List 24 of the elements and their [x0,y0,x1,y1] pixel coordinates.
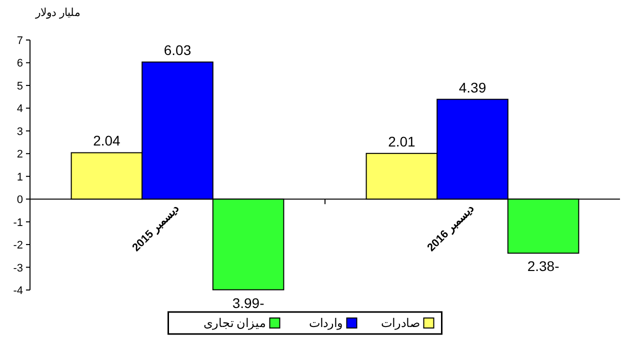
legend-label: واردات [308,316,343,330]
y-tick-label: 7 [16,35,23,47]
y-tick-label: 3 [16,126,23,138]
y-tick-label: 2 [16,148,23,161]
y-tick-label: 0 [16,194,23,206]
data-label: 6.03 [164,42,192,58]
y-axis-title: ملیار دولار [34,7,81,19]
data-label: 4.39 [458,79,486,96]
x-tick-label: دیسمبر 2015 [130,202,182,254]
y-tick-label: -3 [13,262,23,274]
y-tick-label: -2 [13,240,23,252]
data-label: 2.01 [388,133,416,150]
data-label: -3.99 [232,294,265,311]
y-tick-label: 1 [16,171,23,184]
y-tick-label: 5 [16,80,23,92]
y-tick-label: 4 [16,103,23,116]
data-label: -2.38 [527,258,560,274]
data-label: 2.04 [93,132,121,149]
legend-label: صادرات [380,316,420,330]
x-tick-label: دیسمبر 2016 [425,202,477,254]
legend-label: میزان تجاری [203,316,266,330]
y-tick-label: -4 [13,285,23,297]
y-tick-label: 6 [16,58,23,70]
y-tick-label: -1 [13,216,23,229]
